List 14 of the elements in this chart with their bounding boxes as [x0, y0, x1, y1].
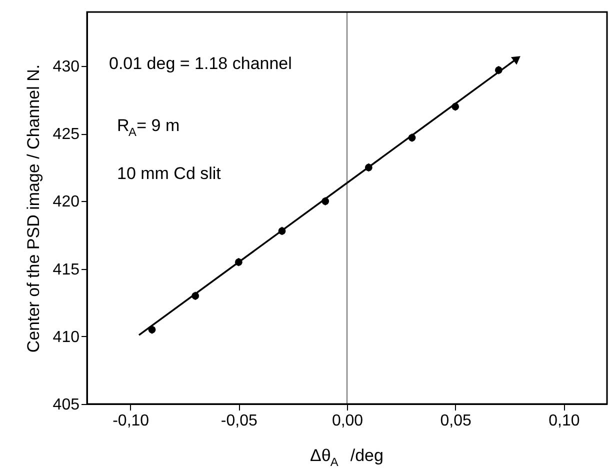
annotation: 10 mm Cd slit — [117, 164, 222, 183]
y-tick-label: 415 — [52, 261, 80, 278]
x-tick-label: 0,00 — [332, 412, 364, 430]
x-tick-label: 0,10 — [548, 412, 580, 430]
y-tick-label: 420 — [52, 194, 80, 211]
annotation: 0.01 deg = 1.18 channel — [109, 54, 292, 73]
y-tick-label: 425 — [52, 126, 80, 144]
y-tick-label: 430 — [52, 58, 80, 76]
y-axis-title: Center of the PSD image / Channel N. — [24, 64, 43, 353]
y-tick-label: 405 — [52, 396, 80, 414]
x-tick-label: 0,05 — [440, 412, 472, 430]
y-tick-label: 410 — [52, 328, 80, 346]
x-tick-label: -0,10 — [112, 412, 150, 430]
x-tick-label: -0,05 — [220, 412, 258, 430]
